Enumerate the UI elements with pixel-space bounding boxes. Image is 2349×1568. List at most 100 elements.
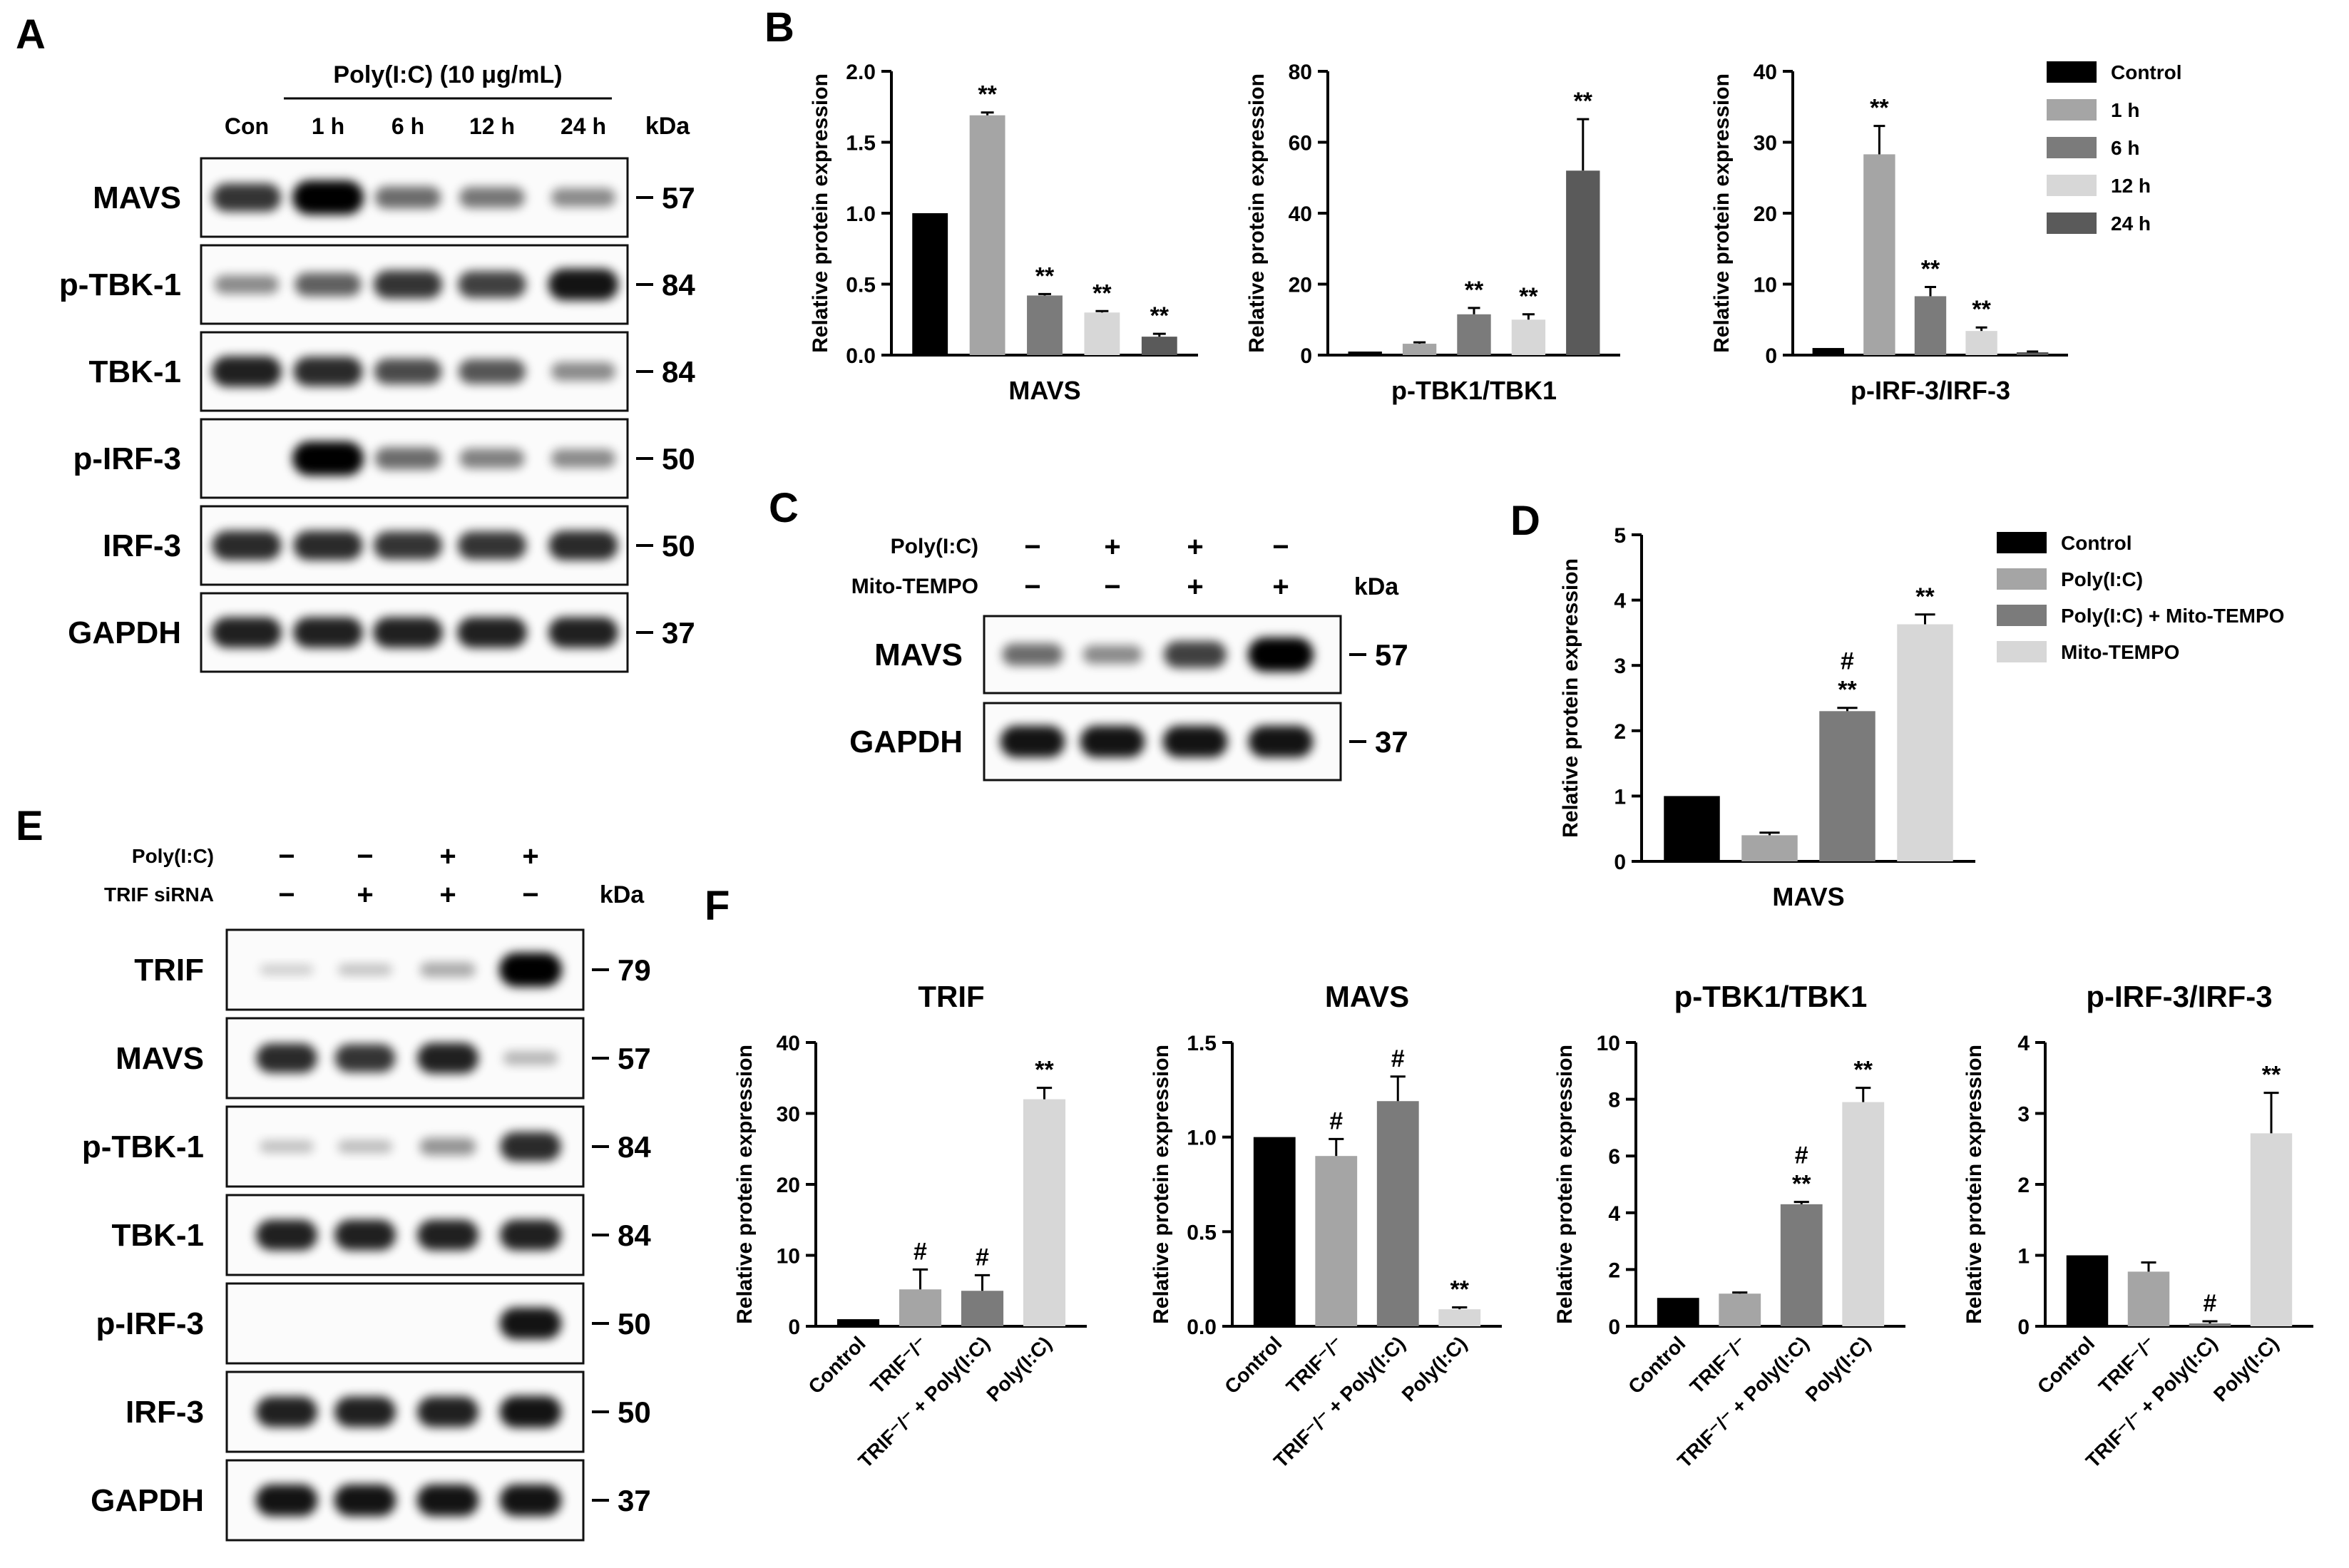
blot-band (260, 964, 314, 975)
y-tick-label: 20 (1289, 274, 1312, 297)
blot-band (293, 357, 363, 386)
blot-band (551, 449, 616, 468)
legend-swatch (2047, 137, 2097, 158)
significance-mark: ** (1574, 88, 1593, 115)
bar (1084, 312, 1120, 355)
bar (1566, 170, 1600, 356)
bar (1914, 296, 1947, 355)
legend-label: Control (2111, 61, 2182, 83)
blot-band (255, 1484, 318, 1517)
bar (1457, 314, 1491, 355)
y-tick-label: 0.5 (1187, 1221, 1217, 1244)
blot-frame (225, 1282, 585, 1365)
y-tick-label: 0.0 (846, 344, 876, 368)
bar (1027, 295, 1063, 355)
blot-band (212, 531, 282, 560)
y-tick-label: 6 (1608, 1145, 1620, 1169)
x-category-label: Control (1220, 1332, 1286, 1398)
bar (2017, 352, 2049, 355)
bar (1315, 1156, 1358, 1326)
blot-band (1164, 641, 1227, 668)
kda-value: 84 (618, 1130, 651, 1164)
bar (1438, 1309, 1481, 1326)
y-tick-label: 40 (1289, 203, 1312, 226)
chart-title: TRIF (918, 980, 984, 1013)
kda-value: 50 (618, 1307, 651, 1341)
blot-band (419, 1137, 476, 1156)
bar (1897, 624, 1953, 861)
blot-band (293, 617, 363, 648)
condition-sign: − (1024, 571, 1040, 603)
blot-A: MAVS 57 p-TBK-1 84 TBK-1 84 p-IRF-3 50 IRF-3 50 GA… (59, 157, 695, 673)
legend-label: Poly(I:C) + Mito-TEMPO (2061, 605, 2284, 627)
legend-label: Control (2061, 532, 2132, 554)
kda-value: 57 (618, 1042, 651, 1075)
blot-band (499, 953, 562, 987)
blot-row-label: IRF-3 (103, 528, 181, 563)
x-category-label: Poly(I:C) (1398, 1332, 1471, 1405)
kda-header: kDa (600, 881, 645, 908)
blot-band (499, 1484, 562, 1517)
chart-B1: 0.0 0.5 1.0 1.5 2.0 Relative protein expressi… (809, 61, 1198, 405)
y-axis-label: Relative protein expression (809, 73, 832, 353)
y-axis-label: Relative protein expression (1710, 73, 1734, 353)
y-tick-label: 5 (1614, 524, 1626, 548)
y-tick-label: 10 (777, 1245, 800, 1269)
blot-band (548, 268, 619, 301)
panel-E-header: Poly(I:C) − − + + TRIF siRNA − + + − kDa (104, 841, 645, 911)
condition-sign: + (439, 841, 456, 872)
blot-E: TRIF 79 MAVS 57 p-TBK-1 84 TBK-1 84 p-IRF-3 50 IRF… (82, 928, 651, 1542)
blot-row-label: IRF-3 (126, 1395, 204, 1430)
bar (1863, 154, 1895, 356)
blot-band (374, 186, 441, 209)
condition-sign: + (1272, 571, 1289, 603)
condition-sign: − (1024, 531, 1040, 563)
lane-label: 1 h (312, 113, 344, 139)
significance-mark: ** (1792, 1171, 1811, 1198)
legend-swatch (1997, 641, 2047, 662)
chart-title: p-IRF-3/IRF-3 (2086, 980, 2272, 1013)
condition-sign: + (439, 879, 456, 911)
significance-mark: ** (1915, 583, 1935, 610)
x-category-label: Poly(I:C) (2209, 1332, 2283, 1405)
blot-band (295, 272, 362, 297)
significance-mark: # (976, 1244, 989, 1271)
condition-sign: + (357, 879, 373, 911)
y-tick-label: 30 (1754, 132, 1777, 155)
condition-sign: + (1187, 571, 1203, 603)
kda-value: 57 (662, 181, 695, 215)
panel-letter: C (769, 485, 799, 531)
significance-mark: ** (1519, 283, 1538, 310)
significance-mark: # (2204, 1290, 2217, 1317)
legend-swatch (2047, 99, 2097, 121)
blot-band (551, 362, 616, 381)
blot-band (293, 531, 363, 560)
blot-band (1248, 637, 1314, 672)
significance-mark: ** (1450, 1276, 1470, 1303)
bar (1402, 344, 1437, 355)
bar (912, 213, 948, 355)
blot-band (499, 1395, 562, 1428)
blot-band (1248, 725, 1314, 758)
y-axis-label: Relative protein expression (733, 1045, 757, 1324)
y-tick-label: 40 (1754, 61, 1777, 84)
kda-value: 50 (662, 442, 695, 476)
blot-band (373, 617, 443, 648)
y-tick-label: 0.0 (1187, 1316, 1217, 1339)
bar (2127, 1271, 2170, 1326)
blot-band (1002, 643, 1063, 666)
y-tick-label: 0 (1608, 1316, 1620, 1339)
legend-label: Mito-TEMPO (2061, 641, 2179, 663)
legend-swatch (1997, 568, 2047, 590)
y-tick-label: 10 (1597, 1032, 1620, 1055)
significance-mark: ** (2262, 1062, 2281, 1089)
blot-band (416, 1396, 479, 1428)
blot-band (457, 531, 527, 560)
condition-sign: + (1187, 531, 1203, 563)
significance-mark: ** (1921, 255, 1940, 282)
significance-mark: ** (1035, 1057, 1054, 1084)
bar (1348, 352, 1382, 355)
blot-row-label: GAPDH (91, 1483, 204, 1518)
